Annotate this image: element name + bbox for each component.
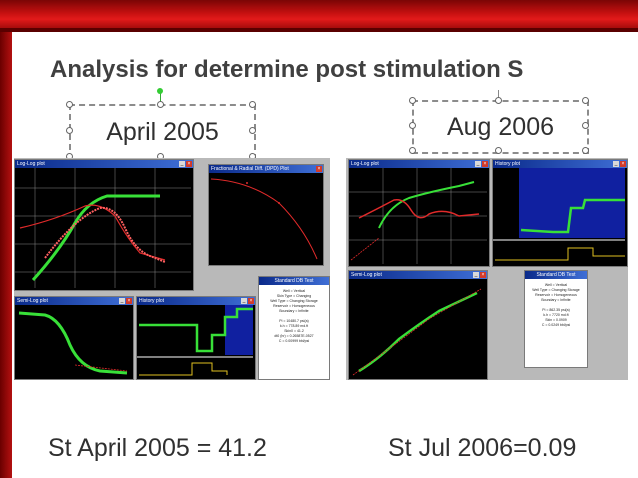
results-line: dt0 (hr) = 0.26587E-0527 bbox=[274, 334, 314, 338]
resize-handle[interactable] bbox=[409, 147, 416, 154]
close-icon[interactable]: × bbox=[248, 298, 254, 304]
results-title: Standard DB Test bbox=[259, 277, 329, 285]
left-fractional-plot bbox=[210, 178, 318, 260]
close-icon[interactable]: × bbox=[482, 161, 488, 167]
right-loglog-window[interactable]: Log-Log plot _ × bbox=[348, 159, 490, 267]
close-icon[interactable]: × bbox=[620, 161, 626, 167]
resize-handle[interactable] bbox=[582, 147, 589, 154]
slide-title: Analysis for determine post stimulation … bbox=[50, 56, 524, 83]
window-title: History plot bbox=[493, 160, 627, 168]
left-accent-bar bbox=[0, 32, 12, 478]
results-line: Well Type = Changing Storage bbox=[270, 299, 318, 303]
label-aug-2006-text: Aug 2006 bbox=[446, 112, 555, 141]
window-title: Semi-Log plot bbox=[349, 271, 487, 279]
resize-handle[interactable] bbox=[66, 101, 73, 108]
left-history-window[interactable]: History plot _ × bbox=[136, 296, 256, 380]
window-title: History plot bbox=[137, 297, 255, 305]
minimize-icon[interactable]: _ bbox=[119, 298, 125, 304]
results-line: Pi = 10480.7 psi(a) bbox=[279, 319, 309, 323]
left-fractional-window[interactable]: Fractional & Radial Diff. (DPD) Plot × bbox=[208, 164, 324, 266]
results-line: Pi = 862.35 psi(a) bbox=[542, 308, 570, 312]
results-line: Boundary = Infinite bbox=[279, 309, 309, 313]
minimize-icon[interactable]: _ bbox=[475, 161, 481, 167]
window-title: Log-Log plot bbox=[349, 160, 489, 168]
right-semilog-window[interactable]: Semi-Log plot _ × bbox=[348, 270, 488, 380]
window-title: Semi-Log plot bbox=[15, 297, 133, 305]
label-april-2005[interactable]: April 2005 bbox=[69, 104, 256, 160]
left-loglog-window[interactable]: Log-Log plot _ × bbox=[14, 159, 194, 291]
resize-handle[interactable] bbox=[249, 101, 256, 108]
left-analysis-screenshot: Log-Log plot _ × Fractional & Radial Diff… bbox=[14, 158, 330, 380]
resize-handle[interactable] bbox=[409, 97, 416, 104]
label-aug-2006[interactable]: Aug 2006 bbox=[412, 100, 589, 154]
left-history-plot bbox=[137, 305, 253, 376]
results-line: Well = Vertical bbox=[282, 289, 306, 293]
right-semilog-plot bbox=[352, 288, 482, 376]
right-history-plot bbox=[493, 168, 625, 261]
results-line: Boundary = Infinite bbox=[541, 298, 571, 302]
rotate-handle-stem bbox=[498, 90, 499, 100]
resize-handle[interactable] bbox=[495, 97, 502, 104]
minimize-icon[interactable]: _ bbox=[613, 161, 619, 167]
right-history-window[interactable]: History plot _ × bbox=[492, 159, 628, 267]
results-line: Well = Vertical bbox=[544, 283, 568, 287]
resize-handle[interactable] bbox=[66, 127, 73, 134]
resize-handle[interactable] bbox=[157, 101, 164, 108]
close-icon[interactable]: × bbox=[316, 166, 322, 172]
results-line: Well Type = Changing Storage bbox=[532, 288, 580, 292]
header-banner bbox=[0, 0, 638, 32]
results-line: Skin = 0.0909 bbox=[545, 318, 567, 322]
close-icon[interactable]: × bbox=[186, 161, 192, 167]
minimize-icon[interactable]: _ bbox=[179, 161, 185, 167]
results-line: Skin Type = Changing bbox=[276, 294, 312, 298]
resize-handle[interactable] bbox=[582, 97, 589, 104]
results-line: C = 0.0249 bbl/psi bbox=[541, 323, 571, 327]
close-icon[interactable]: × bbox=[126, 298, 132, 304]
rotate-handle[interactable] bbox=[157, 88, 163, 94]
right-analysis-screenshot: Log-Log plot _ × History plot _ × Semi-Log… bbox=[346, 158, 628, 380]
resize-handle[interactable] bbox=[495, 147, 502, 154]
left-result-text: St April 2005 = 41.2 bbox=[48, 434, 267, 462]
results-line: C = 0.00999 bbl/psi bbox=[278, 339, 310, 343]
left-loglog-plot bbox=[15, 168, 191, 288]
label-april-2005-text: April 2005 bbox=[106, 117, 219, 146]
results-line: k.h = 778.89 md.ft bbox=[279, 324, 309, 328]
right-result-text: St Jul 2006=0.09 bbox=[388, 434, 577, 462]
left-semilog-plot bbox=[18, 311, 128, 375]
results-line: k.h = 7720 md.ft bbox=[543, 313, 569, 317]
results-line: Reservoir = Homogeneous bbox=[273, 304, 315, 308]
resize-handle[interactable] bbox=[409, 122, 416, 129]
window-title: Fractional & Radial Diff. (DPD) Plot bbox=[209, 165, 323, 173]
left-results-window[interactable]: Standard DB Test Well = Vertical Skin Ty… bbox=[258, 276, 330, 380]
results-line: Skin0 = 41.2 bbox=[284, 329, 304, 333]
minimize-icon[interactable]: _ bbox=[473, 272, 479, 278]
resize-handle[interactable] bbox=[249, 127, 256, 134]
window-title: Log-Log plot bbox=[15, 160, 193, 168]
right-loglog-plot bbox=[349, 168, 487, 264]
close-icon[interactable]: × bbox=[480, 272, 486, 278]
results-line: Reservoir = Homogeneous bbox=[535, 293, 577, 297]
minimize-icon[interactable]: _ bbox=[241, 298, 247, 304]
results-title: Standard DB Test bbox=[525, 271, 587, 279]
right-results-window[interactable]: Standard DB Test Well = Vertical Well Ty… bbox=[524, 270, 588, 368]
resize-handle[interactable] bbox=[582, 122, 589, 129]
rotate-handle-stem bbox=[160, 92, 161, 104]
left-semilog-window[interactable]: Semi-Log plot _ × bbox=[14, 296, 134, 380]
